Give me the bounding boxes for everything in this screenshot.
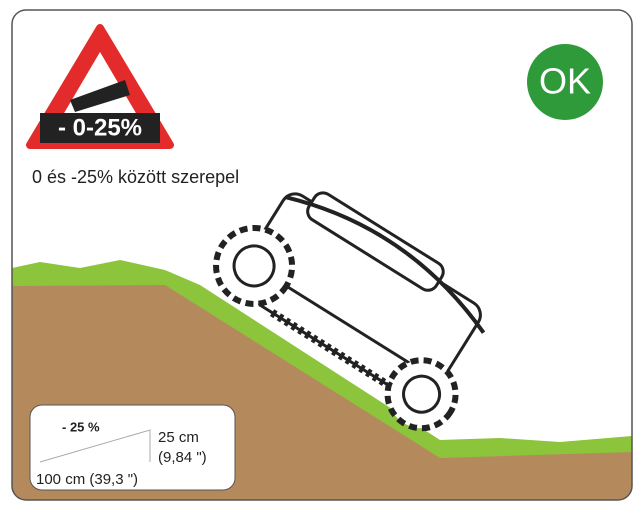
illustration: - 0-25% OK 0 és -25% között szerepel - 2…	[0, 0, 642, 514]
page: - 0-25% OK 0 és -25% között szerepel - 2…	[0, 0, 642, 514]
scale-slope: - 25 %	[62, 419, 100, 434]
caption: 0 és -25% között szerepel	[32, 167, 239, 187]
scale-rise: 25 cm	[158, 429, 199, 446]
scale-rise-inches: (9,84 ")	[158, 449, 207, 466]
badge-label: - 0-25%	[58, 114, 142, 141]
scale-run: 100 cm (39,3 ")	[36, 471, 138, 488]
ok-label: OK	[539, 61, 591, 102]
